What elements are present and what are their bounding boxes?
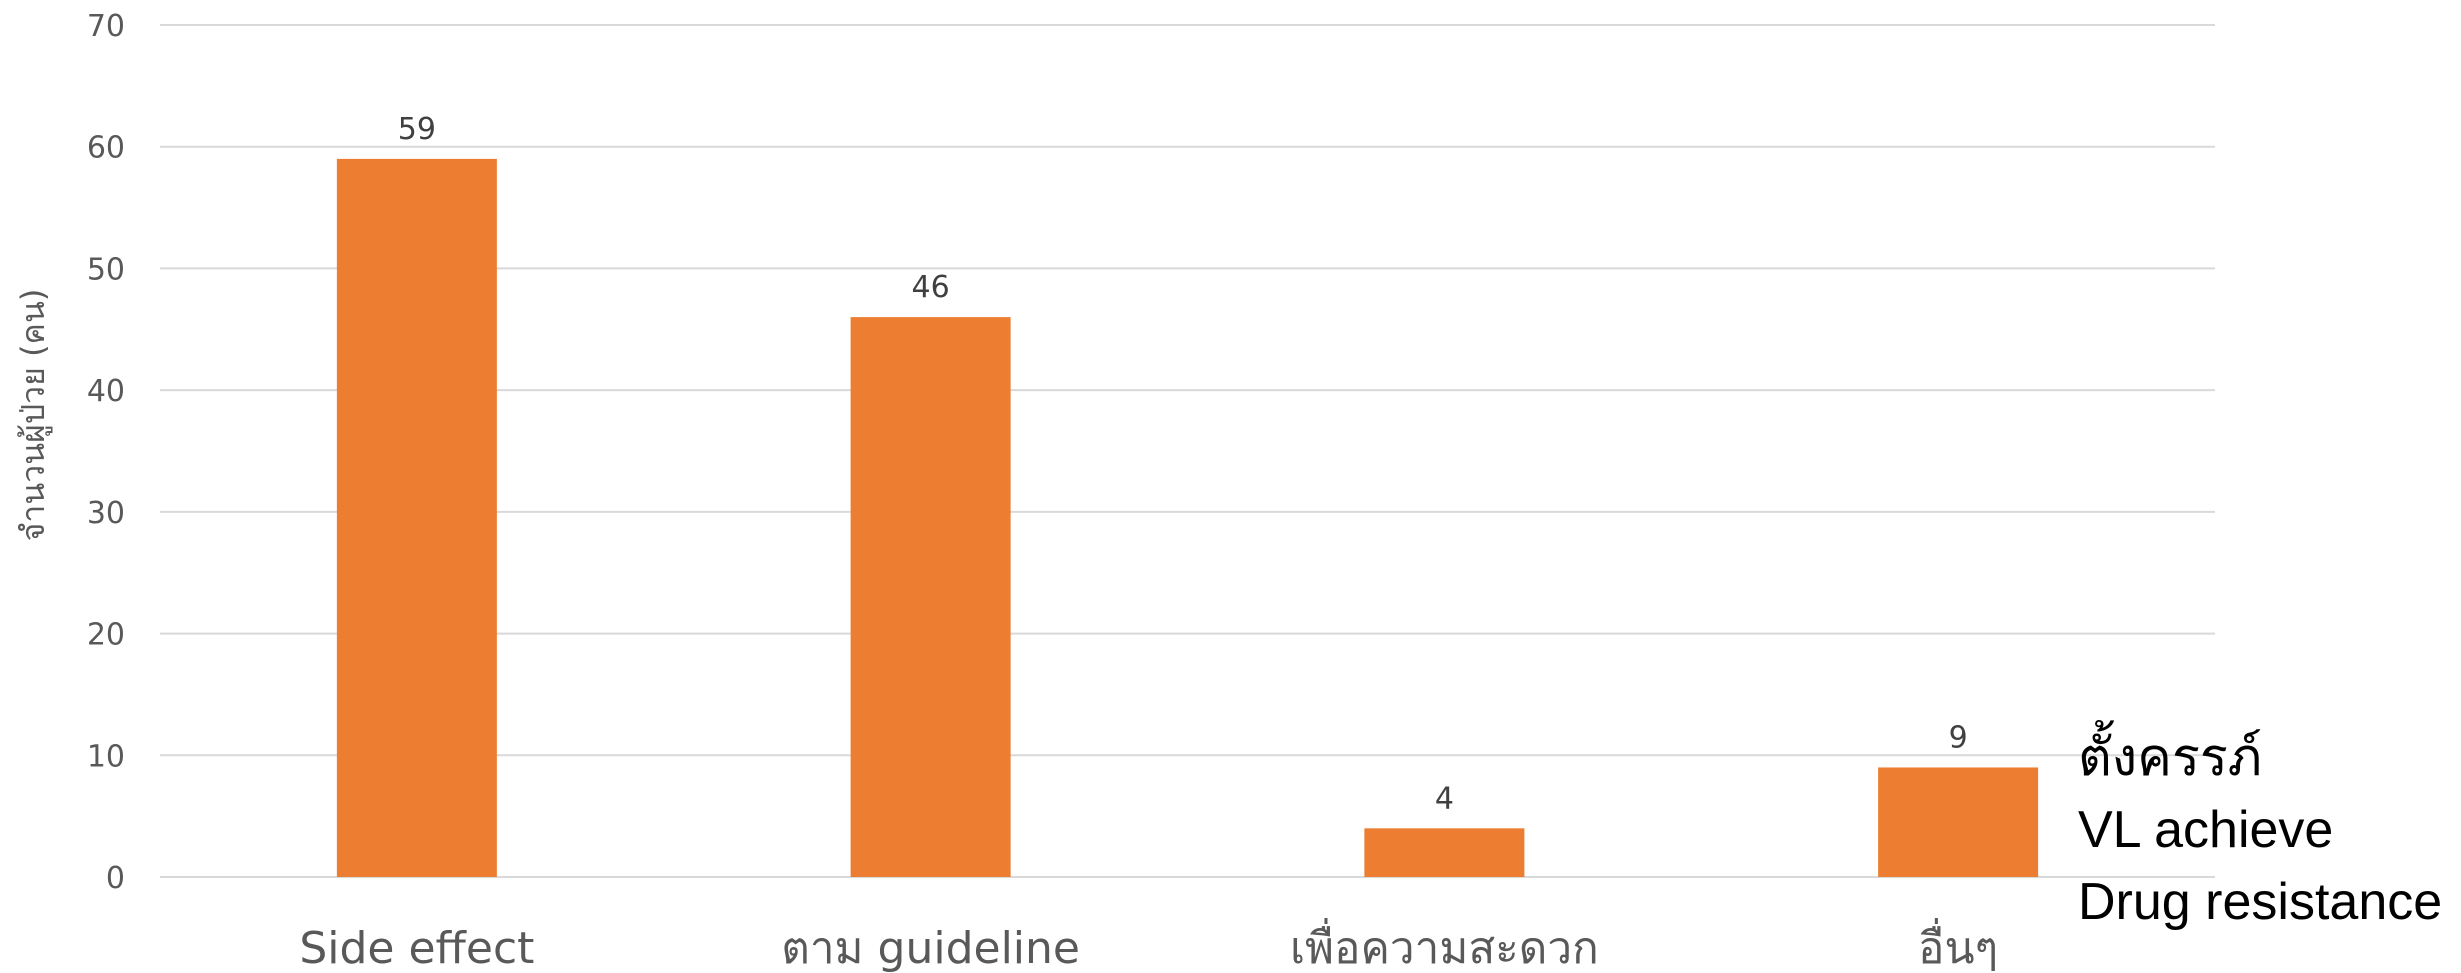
bar <box>1364 828 1525 877</box>
y-axis-label: จำนวนผู้ป่วย (คน) <box>14 289 53 542</box>
category-label: ตาม guideline <box>781 923 1080 973</box>
category-label: Side effect <box>299 923 534 973</box>
bar <box>850 317 1011 878</box>
data-label: 9 <box>1949 720 1968 755</box>
y-tick-label: 20 <box>87 618 125 653</box>
note-drug-resistance: Drug resistance <box>2078 873 2443 931</box>
data-label: 59 <box>398 112 436 147</box>
note-pregnancy: ตั้งครรภ์ <box>2078 729 2263 787</box>
note-vl-achieve: VL achieve <box>2078 801 2334 859</box>
bars <box>336 158 2039 878</box>
data-labels: 59 46 4 9 <box>398 112 1968 816</box>
gridlines <box>160 24 2215 878</box>
y-tick-label: 70 <box>87 9 125 44</box>
bar <box>336 158 497 877</box>
y-tick-label: 10 <box>87 739 125 774</box>
category-label: อื่นๆ <box>1918 917 1998 973</box>
y-tick-label: 30 <box>87 496 125 531</box>
category-label: เพื่อความสะดวก <box>1290 917 1599 973</box>
side-notes: ตั้งครรภ์ VL achieve Drug resistance <box>2078 722 2442 938</box>
y-axis-ticks: 0 10 20 30 40 50 60 70 <box>87 9 125 896</box>
y-tick-label: 50 <box>87 252 125 287</box>
data-label: 4 <box>1435 781 1454 816</box>
bar <box>1878 767 2039 877</box>
data-label: 46 <box>912 270 950 305</box>
y-tick-label: 40 <box>87 374 125 409</box>
category-labels: Side effect ตาม guideline เพื่อความสะดวก อื… <box>299 917 1998 973</box>
y-tick-label: 60 <box>87 131 125 166</box>
y-tick-label: 0 <box>106 861 125 896</box>
